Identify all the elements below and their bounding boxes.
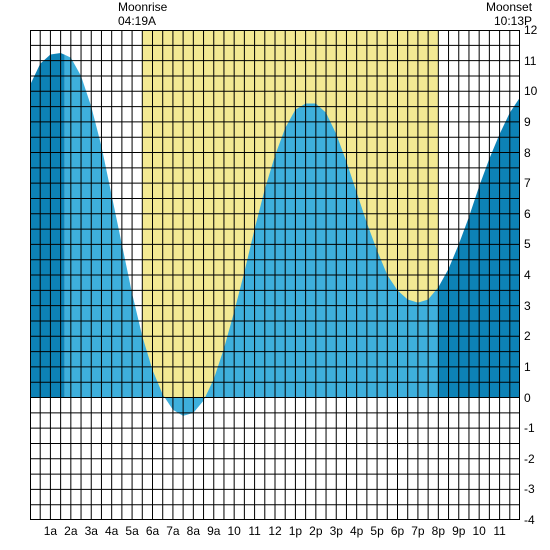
x-tick-label: 9p <box>452 524 465 538</box>
x-tick-label: 11 <box>248 524 260 538</box>
moonset-label: Moonset <box>486 0 532 14</box>
y-tick-label: 6 <box>524 207 531 221</box>
y-tick-label: -4 <box>524 513 535 527</box>
x-tick-label: 9a <box>207 524 220 538</box>
x-tick-label: 4a <box>105 524 118 538</box>
x-tick-label: 2a <box>64 524 77 538</box>
x-tick-label: 12 <box>268 524 281 538</box>
plot-area <box>30 30 520 520</box>
x-tick-label: 3a <box>85 524 98 538</box>
y-tick-label: 3 <box>524 299 531 313</box>
y-tick-label: 5 <box>524 237 531 251</box>
moonrise-time: 04:19A <box>118 14 167 28</box>
y-tick-label: -3 <box>524 482 535 496</box>
x-tick-label: 10 <box>472 524 485 538</box>
y-tick-label: 2 <box>524 329 531 343</box>
y-tick-label: 1 <box>524 360 531 374</box>
moonrise-annotation: Moonrise 04:19A <box>118 0 167 28</box>
x-tick-label: 4p <box>350 524 363 538</box>
x-tick-label: 5p <box>370 524 383 538</box>
x-tick-label: 8p <box>432 524 445 538</box>
x-tick-label: 5a <box>125 524 138 538</box>
y-tick-label: -1 <box>524 421 535 435</box>
y-tick-label: 4 <box>524 268 531 282</box>
y-tick-label: 0 <box>524 391 531 405</box>
y-tick-label: 9 <box>524 115 531 129</box>
y-tick-label: -2 <box>524 452 535 466</box>
y-tick-label: 8 <box>524 146 531 160</box>
x-tick-label: 11 <box>493 524 505 538</box>
moonrise-label: Moonrise <box>118 0 167 14</box>
tide-moon-chart: Moonrise 04:19A Moonset 10:13P -4-3-2-10… <box>0 0 550 550</box>
x-tick-label: 1a <box>44 524 57 538</box>
x-tick-label: 8a <box>187 524 200 538</box>
x-tick-label: 2p <box>309 524 322 538</box>
y-tick-label: 12 <box>524 23 537 37</box>
y-tick-label: 10 <box>524 84 537 98</box>
y-tick-label: 11 <box>524 54 536 68</box>
x-tick-label: 6p <box>391 524 404 538</box>
x-tick-label: 10 <box>227 524 240 538</box>
x-tick-label: 1p <box>289 524 302 538</box>
y-tick-label: 7 <box>524 176 531 190</box>
x-tick-label: 7p <box>411 524 424 538</box>
x-tick-label: 6a <box>146 524 159 538</box>
plot-svg <box>30 30 520 520</box>
x-tick-label: 3p <box>330 524 343 538</box>
x-tick-label: 7a <box>166 524 179 538</box>
